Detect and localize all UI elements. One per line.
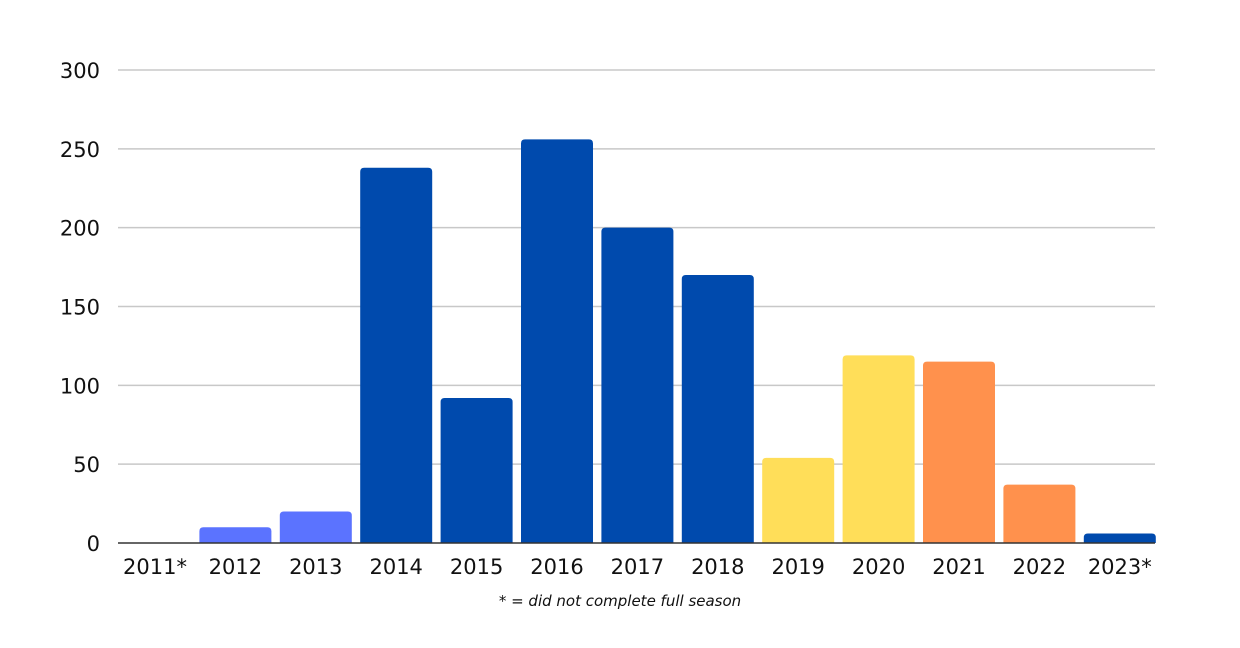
bar [440, 397, 513, 543]
bar [923, 361, 995, 543]
bar [199, 527, 272, 543]
x-tick-label: 2022 [1013, 555, 1066, 579]
footnote: * = did not complete full season [498, 592, 742, 610]
x-tick-label: 2016 [530, 555, 583, 579]
bar [1003, 484, 1076, 543]
y-tick-label: 150 [60, 296, 100, 320]
bar [360, 167, 433, 543]
x-tick-label: 2020 [852, 555, 905, 579]
x-tick-label: 2018 [691, 555, 744, 579]
bar [681, 274, 754, 543]
x-tick-label: 2023* [1088, 555, 1152, 579]
x-tick-label: 2019 [771, 555, 824, 579]
x-tick-label: 2012 [209, 555, 262, 579]
bar [762, 457, 835, 543]
bar [521, 139, 593, 543]
bar [1083, 533, 1156, 543]
y-tick-label: 100 [60, 374, 100, 398]
y-tick-label: 0 [87, 532, 100, 556]
bar [279, 511, 352, 543]
x-tick-label: 2013 [289, 555, 342, 579]
x-tick-label: 2017 [611, 555, 664, 579]
y-tick-label: 250 [60, 138, 100, 162]
y-tick-label: 50 [73, 453, 100, 477]
y-tick-label: 300 [60, 59, 100, 83]
bar [601, 227, 674, 543]
x-tick-label: 2014 [369, 555, 422, 579]
x-tick-label: 2011* [123, 555, 187, 579]
x-tick-label: 2015 [450, 555, 503, 579]
x-tick-label: 2021 [932, 555, 985, 579]
bar [842, 355, 915, 543]
y-tick-label: 200 [60, 217, 100, 241]
